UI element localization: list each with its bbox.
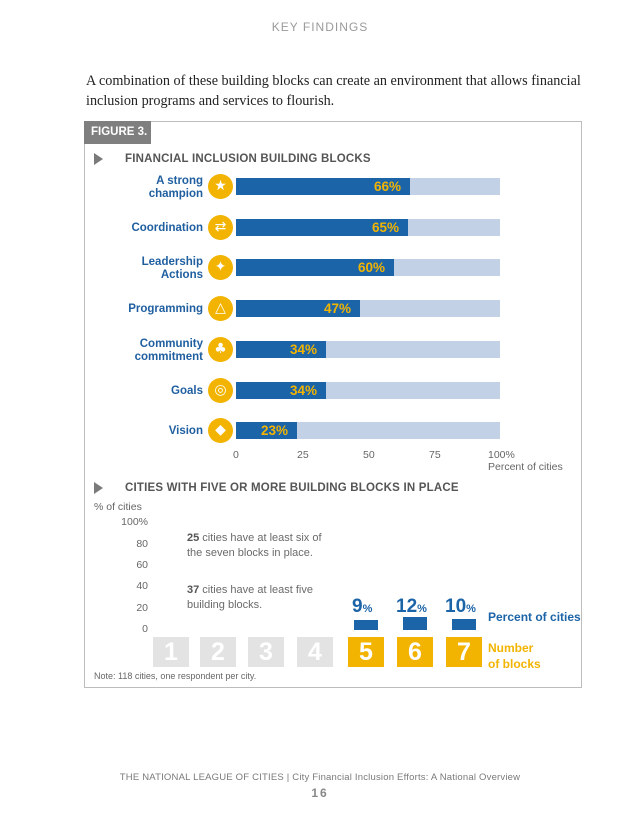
- block-count-label: 2: [200, 637, 236, 667]
- category-label-line: Actions: [160, 269, 203, 281]
- bar-value-unit: %: [362, 603, 373, 615]
- bar-track: 34%: [236, 341, 500, 358]
- category-label-line: Leadership: [141, 256, 203, 268]
- y-tick-label: 100%: [121, 516, 148, 528]
- figure-frame: [84, 121, 582, 688]
- category-label: Coordination: [83, 222, 203, 235]
- bar: [452, 619, 476, 630]
- category-label-line: A strong: [156, 175, 203, 187]
- x-tick-label: 25: [297, 449, 309, 461]
- bar-track: 47%: [236, 300, 500, 317]
- page-footer: THE NATIONAL LEAGUE OF CITIES | City Fin…: [119, 772, 521, 783]
- category-label-line: commitment: [134, 351, 203, 363]
- annotation-text: cities have at least five building block…: [187, 584, 313, 611]
- bar-value-label: 47%: [324, 301, 352, 316]
- category-label-line: Programming: [128, 303, 203, 315]
- bar-value-label: 12%: [396, 596, 427, 620]
- bar-track: 60%: [236, 259, 500, 276]
- leadership-icon: ✦: [208, 255, 233, 280]
- bar: [236, 300, 360, 317]
- bar-value-unit: %: [417, 603, 427, 615]
- bar-track: 66%: [236, 178, 500, 195]
- x-tick-label: 0: [233, 449, 239, 461]
- annotation-five-blocks: 37 cities have at least five building bl…: [187, 583, 327, 613]
- category-label: Vision: [83, 425, 203, 438]
- section-arrow-icon: [94, 153, 103, 165]
- legend-line: of blocks: [488, 657, 541, 671]
- block-count-label: 7: [446, 637, 482, 667]
- programming-icon: △: [208, 296, 233, 321]
- bar-value-label: 34%: [290, 342, 318, 357]
- category-label: Leadership Actions: [83, 256, 203, 282]
- section-arrow-icon: [94, 482, 103, 494]
- vision-icon: ◆: [208, 418, 233, 443]
- bar-value-number: 10: [445, 596, 467, 617]
- legend-number-of-blocks: Number of blocks: [488, 640, 541, 672]
- category-label: Programming: [83, 303, 203, 316]
- bar-value-number: 9: [352, 596, 363, 617]
- bar: [236, 259, 394, 276]
- annotation-text: cities have at least six of the seven bl…: [187, 532, 322, 559]
- bar-value-label: 66%: [374, 179, 402, 194]
- legend-percent-of-cities: Percent of cities: [488, 610, 581, 624]
- category-label-line: champion: [148, 188, 203, 200]
- block-count-label: 6: [397, 637, 433, 667]
- legend-line: Number: [488, 641, 534, 655]
- bar: [236, 341, 326, 358]
- bar-track: 23%: [236, 422, 500, 439]
- category-label: A strong champion: [83, 175, 203, 201]
- x-tick-label: 75: [429, 449, 441, 461]
- annotation-count: 37: [187, 584, 200, 596]
- bar: [236, 178, 410, 195]
- y-tick-label: 40: [136, 580, 148, 592]
- block-count-label: 4: [297, 637, 333, 667]
- bar: [236, 219, 408, 236]
- chart-2-title: CITIES WITH FIVE OR MORE BUILDING BLOCKS…: [125, 482, 459, 494]
- x-tick-label: 100%: [488, 449, 515, 461]
- figure-note: Note: 118 cities, one respondent per cit…: [94, 671, 257, 681]
- block-count-label: 3: [248, 637, 284, 667]
- community-icon: ♣: [208, 337, 233, 362]
- category-label: Community commitment: [83, 338, 203, 364]
- x-axis-label: Percent of cities: [488, 461, 563, 473]
- bar: [354, 620, 378, 630]
- bar-value-label: 65%: [372, 220, 400, 235]
- bar-track: 34%: [236, 382, 500, 399]
- annotation-six-blocks: 25 cities have at least six of the seven…: [187, 531, 327, 561]
- category-label-line: Vision: [168, 425, 203, 437]
- category-label-line: Community: [139, 338, 203, 350]
- intro-paragraph: A combination of these building blocks c…: [86, 73, 581, 109]
- y-tick-label: 0: [142, 623, 148, 635]
- y-tick-label: 60: [136, 559, 148, 571]
- bar-value-unit: %: [466, 603, 476, 615]
- chart-1-title: FINANCIAL INCLUSION BUILDING BLOCKS: [125, 153, 371, 165]
- bar: [236, 382, 326, 399]
- champion-icon: ★: [208, 174, 233, 199]
- figure-tag: FIGURE 3.: [84, 121, 151, 144]
- annotation-count: 25: [187, 532, 200, 544]
- y-tick-label: 20: [136, 602, 148, 614]
- coordination-icon: ⇄: [208, 215, 233, 240]
- category-label-line: Goals: [171, 385, 203, 397]
- x-tick-label: 50: [363, 449, 375, 461]
- category-label: Goals: [83, 385, 203, 398]
- page-header: KEY FINDINGS: [271, 20, 369, 34]
- page-number: 16: [311, 786, 329, 800]
- goals-icon: ◎: [208, 378, 233, 403]
- bar-value-label: 10%: [445, 596, 476, 620]
- bar-value-label: 60%: [358, 260, 386, 275]
- bar-value-number: 12: [396, 596, 418, 617]
- y-tick-label: 80: [136, 538, 148, 550]
- block-count-label: 5: [348, 637, 384, 667]
- bar-value-label: 34%: [290, 383, 318, 398]
- bar: [403, 617, 427, 630]
- y-axis-label: % of cities: [94, 501, 142, 513]
- bar-track: 65%: [236, 219, 500, 236]
- bar-value-label: 23%: [261, 423, 289, 438]
- block-count-label: 1: [153, 637, 189, 667]
- category-label-line: Coordination: [131, 222, 203, 234]
- bar: [236, 422, 297, 439]
- bar-value-label: 9%: [352, 596, 372, 620]
